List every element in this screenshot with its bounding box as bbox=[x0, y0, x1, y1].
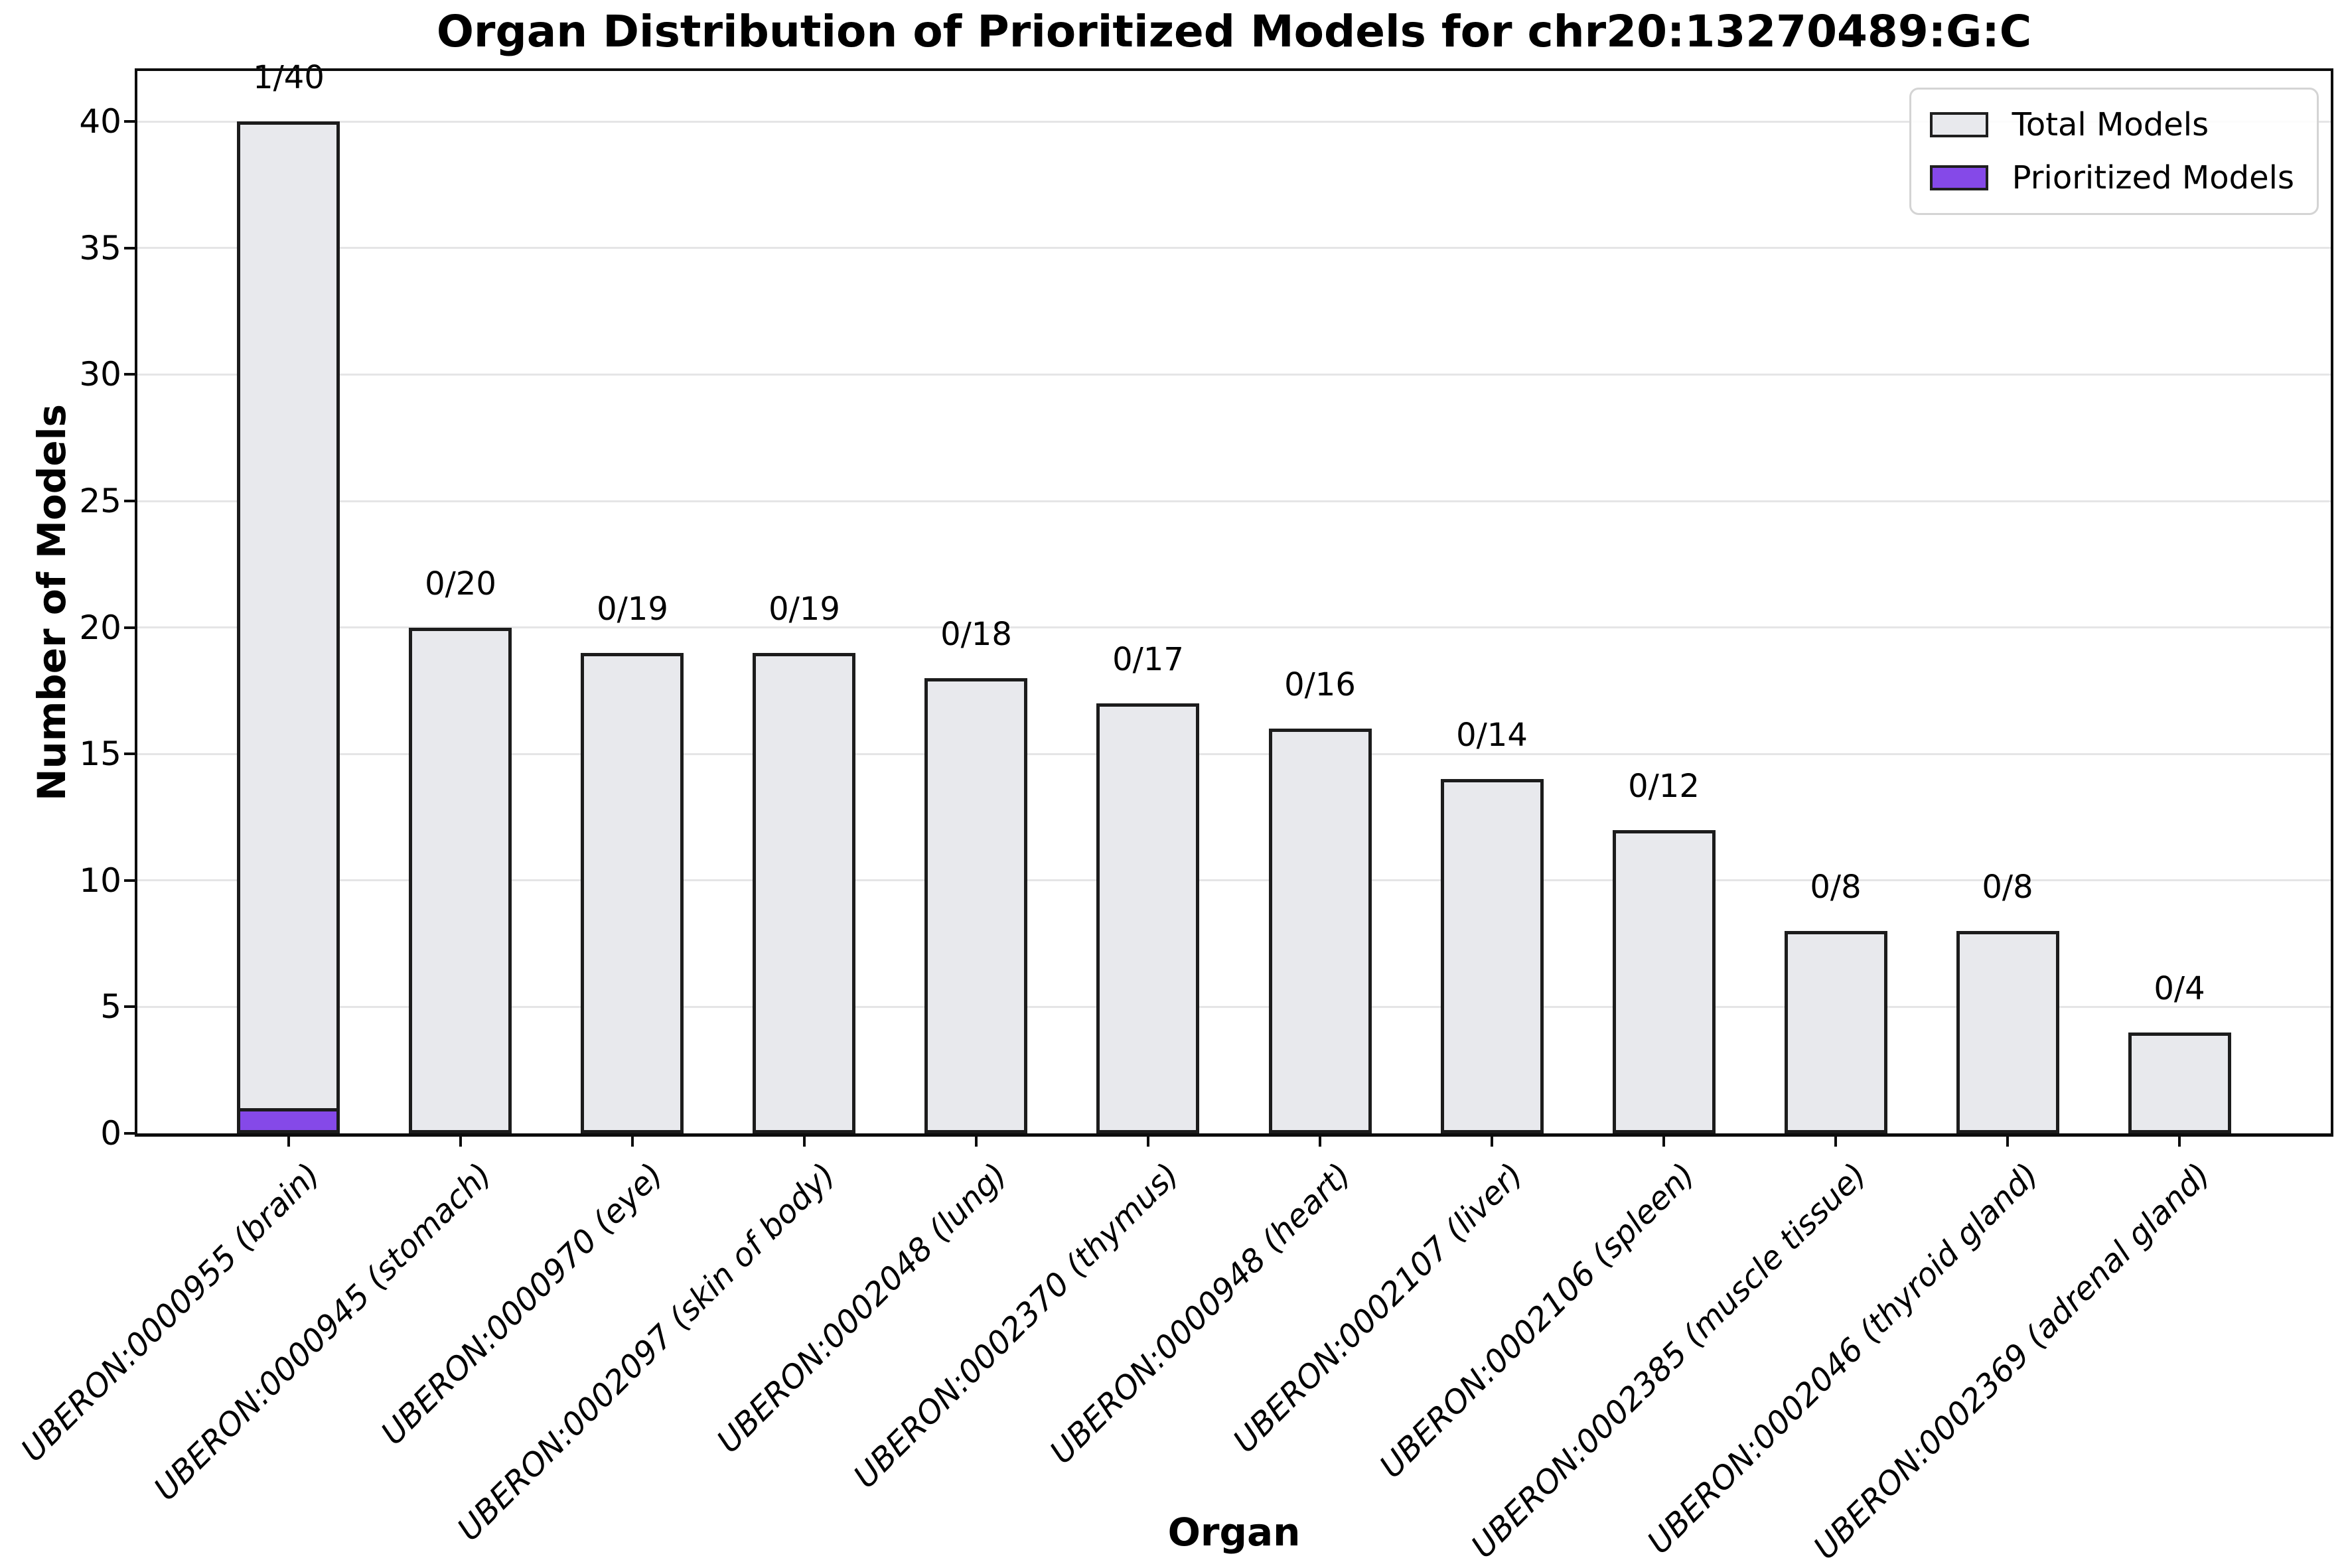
bar-value-label: 0/18 bbox=[940, 616, 1012, 653]
y-tick-mark bbox=[124, 1132, 136, 1135]
x-tick-mark bbox=[1147, 1136, 1149, 1147]
gridline bbox=[137, 1005, 2331, 1008]
bar-value-label: 0/19 bbox=[769, 591, 840, 628]
gridline bbox=[137, 120, 2331, 123]
total-models-bar bbox=[2128, 1033, 2231, 1133]
y-tick-mark bbox=[124, 626, 136, 629]
total-models-bar bbox=[1269, 729, 1372, 1133]
gridline bbox=[137, 373, 2331, 376]
x-tick-mark bbox=[287, 1136, 290, 1147]
x-tick-label: UBERON:0002106 (spleen) bbox=[1372, 1156, 1702, 1486]
gridline bbox=[137, 626, 2331, 629]
total-models-bar bbox=[1956, 931, 2059, 1133]
x-tick-mark bbox=[1319, 1136, 1321, 1147]
x-tick-mark bbox=[631, 1136, 634, 1147]
y-tick-mark bbox=[124, 1005, 136, 1009]
y-tick-label: 30 bbox=[79, 355, 121, 394]
total-models-bar bbox=[924, 678, 1027, 1133]
x-tick-label: UBERON:0002097 (skin of body) bbox=[450, 1156, 843, 1549]
total-models-bar bbox=[1441, 779, 1544, 1133]
bar-value-label: 0/19 bbox=[597, 591, 668, 628]
x-tick-label: UBERON:0002048 (lung) bbox=[709, 1156, 1015, 1461]
y-tick-mark bbox=[124, 752, 136, 756]
x-tick-mark bbox=[459, 1136, 462, 1147]
total-models-bar bbox=[1096, 703, 1199, 1133]
y-tick-label: 20 bbox=[79, 608, 121, 647]
y-tick-mark bbox=[124, 373, 136, 376]
y-tick-label: 10 bbox=[79, 861, 121, 900]
x-tick-label: UBERON:0002385 (muscle tissue) bbox=[1464, 1156, 1874, 1566]
x-tick-mark bbox=[1834, 1136, 1837, 1147]
bar-value-label: 1/40 bbox=[253, 59, 325, 96]
y-tick-mark bbox=[124, 246, 136, 249]
x-tick-label: UBERON:0000955 (brain) bbox=[13, 1156, 327, 1469]
legend-item: Total Models bbox=[1929, 106, 2294, 144]
bar-value-label: 0/4 bbox=[2154, 970, 2205, 1007]
y-tick-label: 15 bbox=[79, 735, 121, 774]
bar-value-label: 0/8 bbox=[1810, 869, 1862, 906]
x-tick-label: UBERON:0002370 (thymus) bbox=[846, 1156, 1187, 1496]
y-tick-mark bbox=[124, 879, 136, 882]
gridline bbox=[137, 879, 2331, 882]
bar-value-label: 0/20 bbox=[425, 565, 496, 603]
y-tick-label: 5 bbox=[100, 987, 121, 1027]
legend-item-label: Prioritized Models bbox=[2012, 159, 2294, 196]
x-tick-mark bbox=[1491, 1136, 1493, 1147]
prioritized-models-bar bbox=[237, 1108, 340, 1133]
legend-swatch bbox=[1929, 165, 1988, 190]
x-tick-label: UBERON:0002369 (adrenal gland) bbox=[1806, 1156, 2218, 1567]
gridline bbox=[137, 500, 2331, 502]
y-tick-label: 25 bbox=[79, 482, 121, 521]
x-tick-mark bbox=[1662, 1136, 1665, 1147]
x-tick-label: UBERON:0002107 (liver) bbox=[1226, 1156, 1530, 1461]
total-models-bar bbox=[581, 653, 684, 1133]
x-tick-mark bbox=[2006, 1136, 2009, 1147]
total-models-bar bbox=[409, 628, 512, 1133]
bar-value-label: 0/8 bbox=[1982, 869, 2033, 906]
x-axis-label: Organ bbox=[1167, 1510, 1301, 1555]
bar-value-label: 0/17 bbox=[1112, 641, 1184, 678]
bar-value-label: 0/16 bbox=[1284, 666, 1356, 703]
y-tick-label: 0 bbox=[100, 1114, 121, 1153]
legend-swatch bbox=[1929, 112, 1988, 137]
x-tick-label: UBERON:0000970 (eye) bbox=[374, 1156, 671, 1453]
y-tick-mark bbox=[124, 120, 136, 123]
bar-value-label: 0/12 bbox=[1628, 768, 1700, 805]
y-tick-mark bbox=[124, 500, 136, 503]
bar-value-label: 0/14 bbox=[1456, 717, 1528, 754]
legend-item: Prioritized Models bbox=[1929, 159, 2294, 197]
x-tick-label: UBERON:0002046 (thyroid gland) bbox=[1640, 1156, 2046, 1561]
x-tick-label: UBERON:0000945 (stomach) bbox=[147, 1156, 499, 1508]
total-models-bar bbox=[753, 653, 855, 1133]
chart-title: Organ Distribution of Prioritized Models… bbox=[436, 6, 2032, 57]
gridline bbox=[137, 752, 2331, 755]
total-models-bar bbox=[237, 121, 340, 1133]
total-models-bar bbox=[1785, 931, 1887, 1133]
x-tick-mark bbox=[803, 1136, 806, 1147]
y-tick-label: 40 bbox=[79, 102, 121, 141]
total-models-bar bbox=[1613, 830, 1716, 1133]
x-tick-label: UBERON:0000948 (heart) bbox=[1043, 1156, 1358, 1472]
x-tick-mark bbox=[975, 1136, 978, 1147]
legend: Total Models Prioritized Models bbox=[1909, 88, 2319, 215]
gridline bbox=[137, 247, 2331, 249]
legend-item-label: Total Models bbox=[2012, 106, 2209, 143]
x-tick-mark bbox=[2178, 1136, 2181, 1147]
y-tick-label: 35 bbox=[79, 228, 121, 267]
